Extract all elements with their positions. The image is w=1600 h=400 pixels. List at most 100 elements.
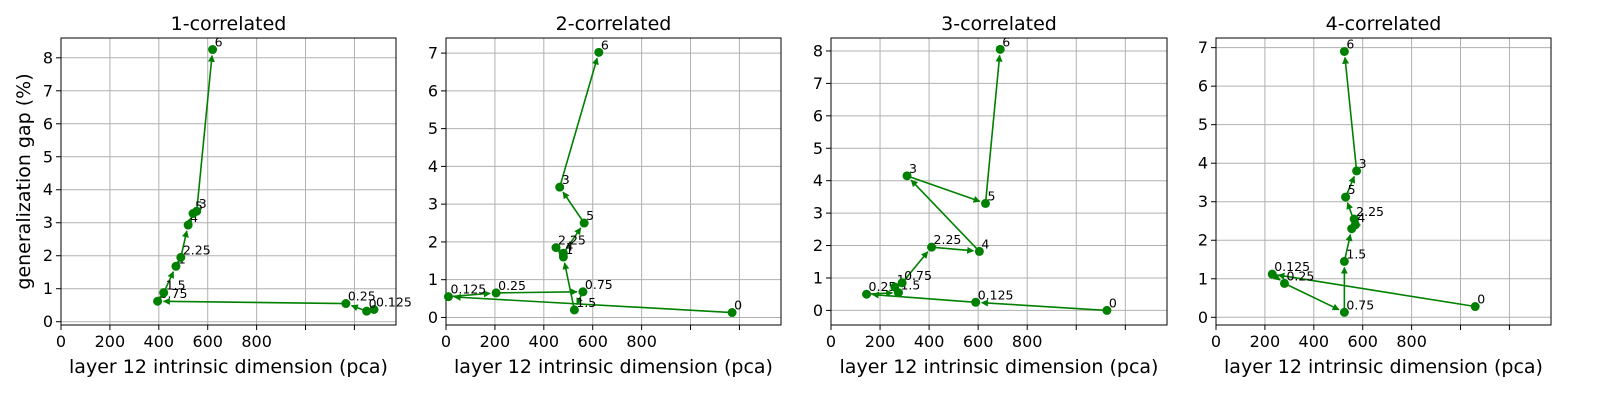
- series-arrow: [453, 293, 733, 314]
- y-tick-label: 2: [813, 236, 823, 255]
- point-annotation: 1.5: [166, 278, 186, 293]
- plot-frame: [60, 37, 397, 326]
- y-tick-label: 8: [43, 48, 53, 67]
- point-annotation: 1: [565, 242, 573, 257]
- y-tick-label: 6: [428, 81, 438, 100]
- point-annotation: 0.125: [450, 282, 486, 297]
- y-tick-label: 7: [43, 81, 53, 100]
- x-tick-label: 200: [480, 332, 511, 351]
- series-arrow: [1342, 56, 1358, 171]
- y-tick-label: 6: [813, 106, 823, 125]
- x-tick-label: 0: [56, 332, 66, 351]
- x-tick-label: 800: [1012, 332, 1043, 351]
- series-arrow: [980, 299, 1107, 312]
- y-tick-label: 7: [1198, 38, 1208, 57]
- point-annotation: 3: [199, 196, 207, 211]
- data-point: [1102, 305, 1112, 315]
- chart-panel-3: 0 1 2 3 4 5 6 7 8 0 200 400 600 800 3-correlated layer …: [813, 13, 1168, 378]
- series-arrow: [901, 251, 929, 284]
- x-tick-label: 200: [95, 332, 126, 351]
- y-tick-label: 0: [813, 301, 823, 320]
- data-point: [1341, 192, 1351, 202]
- y-tick-label: 5: [428, 119, 438, 138]
- data-point: [551, 243, 561, 253]
- chart-panel-1: 0 1 2 3 4 5 6 7 8 0 200 400 600 800 1-correlated layer …: [13, 13, 412, 378]
- y-tick-label: 0: [1198, 308, 1208, 327]
- data-point: [341, 299, 351, 309]
- point-annotation: 0: [1109, 295, 1117, 310]
- y-tick-label: 0: [43, 312, 53, 331]
- data-point: [594, 47, 604, 57]
- point-annotation: 3: [909, 161, 917, 176]
- point-annotation: 4: [1357, 210, 1365, 225]
- y-tick-label: 1: [43, 279, 53, 298]
- data-point: [1279, 278, 1289, 288]
- y-tick-label: 4: [813, 171, 823, 190]
- data-point: [1352, 166, 1362, 176]
- data-point: [927, 242, 937, 252]
- data-point: [971, 297, 981, 307]
- y-tick-label: 7: [813, 74, 823, 93]
- y-tick-label: 5: [813, 139, 823, 158]
- y-tick-label: 2: [428, 232, 438, 251]
- chart-title: 4-correlated: [1326, 13, 1442, 35]
- y-tick-label: 8: [813, 41, 823, 60]
- x-axis-label: layer 12 intrinsic dimension (pca): [840, 356, 1159, 378]
- data-point: [491, 288, 501, 298]
- series-arrow: [162, 297, 346, 305]
- data-point: [578, 287, 588, 297]
- data-point: [897, 278, 907, 288]
- y-tick-label: 3: [43, 213, 53, 232]
- series-arrow: [1284, 282, 1340, 311]
- x-tick-label: 800: [626, 332, 657, 351]
- y-tick-label: 0: [428, 308, 438, 327]
- point-annotation: 0.75: [1346, 297, 1374, 312]
- y-tick-label: 1: [1198, 269, 1208, 288]
- x-tick-label: 800: [1396, 332, 1427, 351]
- y-tick-label: 6: [43, 114, 53, 133]
- point-annotation: 5: [988, 188, 996, 203]
- point-annotation: 0.75: [904, 268, 932, 283]
- point-annotation: 0: [734, 298, 742, 313]
- data-point: [362, 306, 372, 316]
- y-tick-label: 3: [428, 195, 438, 214]
- data-point: [1470, 302, 1480, 312]
- point-annotation: 0.25: [1286, 268, 1314, 283]
- data-point: [208, 45, 218, 55]
- point-annotation: 2.25: [1356, 204, 1384, 219]
- data-point: [974, 246, 984, 256]
- data-point: [1339, 307, 1349, 317]
- chart-title: 1-correlated: [171, 13, 287, 35]
- data-point: [443, 292, 453, 302]
- plot-frame: [830, 37, 1168, 326]
- series-arrow: [180, 230, 189, 258]
- x-tick-label: 800: [241, 332, 272, 351]
- point-annotation: 5: [1348, 182, 1356, 197]
- x-tick-label: 200: [865, 332, 896, 351]
- point-annotation: 1.5: [1346, 246, 1366, 261]
- point-annotation: 0.125: [978, 287, 1014, 302]
- series-arrow: [984, 54, 1003, 204]
- x-tick-label: 0: [1211, 332, 1221, 351]
- data-point: [1267, 269, 1277, 279]
- y-tick-label: 7: [428, 44, 438, 63]
- data-point: [159, 288, 169, 298]
- x-tick-label: 600: [577, 332, 608, 351]
- x-axis-label: layer 12 intrinsic dimension (pca): [454, 356, 773, 378]
- point-annotation: 3: [562, 172, 570, 187]
- y-tick-label: 6: [1198, 77, 1208, 96]
- x-tick-label: 400: [529, 332, 560, 351]
- data-point: [153, 296, 163, 306]
- y-tick-label: 1: [428, 270, 438, 289]
- data-point: [1339, 46, 1349, 56]
- x-tick-label: 0: [826, 332, 836, 351]
- series-arrow: [562, 227, 582, 254]
- y-tick-label: 5: [1198, 115, 1208, 134]
- y-tick-label: 3: [1198, 192, 1208, 211]
- point-annotation: 0.25: [348, 289, 376, 304]
- series-arrow: [562, 262, 576, 311]
- data-point: [369, 304, 379, 314]
- point-annotation: 5: [586, 208, 594, 223]
- chart-title: 3-correlated: [941, 13, 1057, 35]
